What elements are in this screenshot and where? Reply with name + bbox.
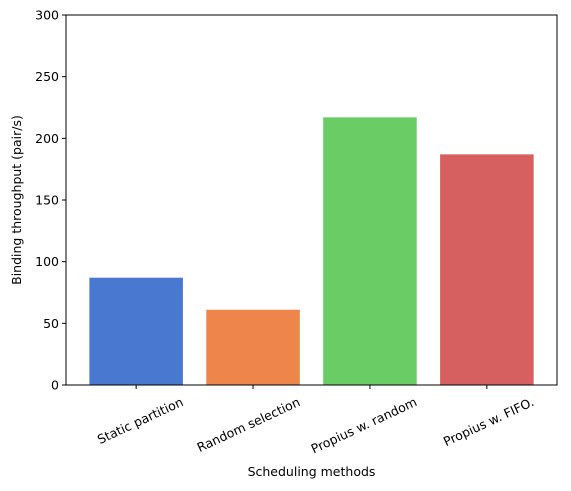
x-tick-label: Propius w. FIFO. bbox=[441, 394, 536, 449]
y-tick-label: 300 bbox=[35, 8, 59, 23]
x-tick-label: Propius w. random bbox=[309, 394, 420, 456]
y-axis-label: Binding throughput (pair/s) bbox=[9, 115, 24, 285]
y-tick-label: 150 bbox=[35, 193, 59, 208]
plot-frame bbox=[65, 14, 558, 386]
y-tick-label: 250 bbox=[35, 69, 59, 84]
y-tick-label: 0 bbox=[51, 378, 59, 393]
x-axis: Static partition Random selection Propius … bbox=[95, 385, 536, 456]
x-tick-label: Random selection bbox=[195, 394, 303, 455]
y-tick-label: 200 bbox=[35, 131, 59, 146]
bar-random-selection bbox=[206, 309, 300, 385]
y-tick-label: 100 bbox=[35, 254, 59, 269]
x-tick-label: Static partition bbox=[95, 394, 185, 447]
bar-propius-w-random bbox=[323, 117, 417, 385]
x-axis-label: Scheduling methods bbox=[248, 464, 376, 479]
y-axis: 0 50 100 150 200 250 300 bbox=[35, 8, 66, 393]
y-tick-label: 50 bbox=[43, 316, 59, 331]
bars-group bbox=[89, 117, 534, 385]
bar-static-partition bbox=[89, 277, 183, 385]
bar-propius-w-fifo bbox=[440, 154, 534, 385]
